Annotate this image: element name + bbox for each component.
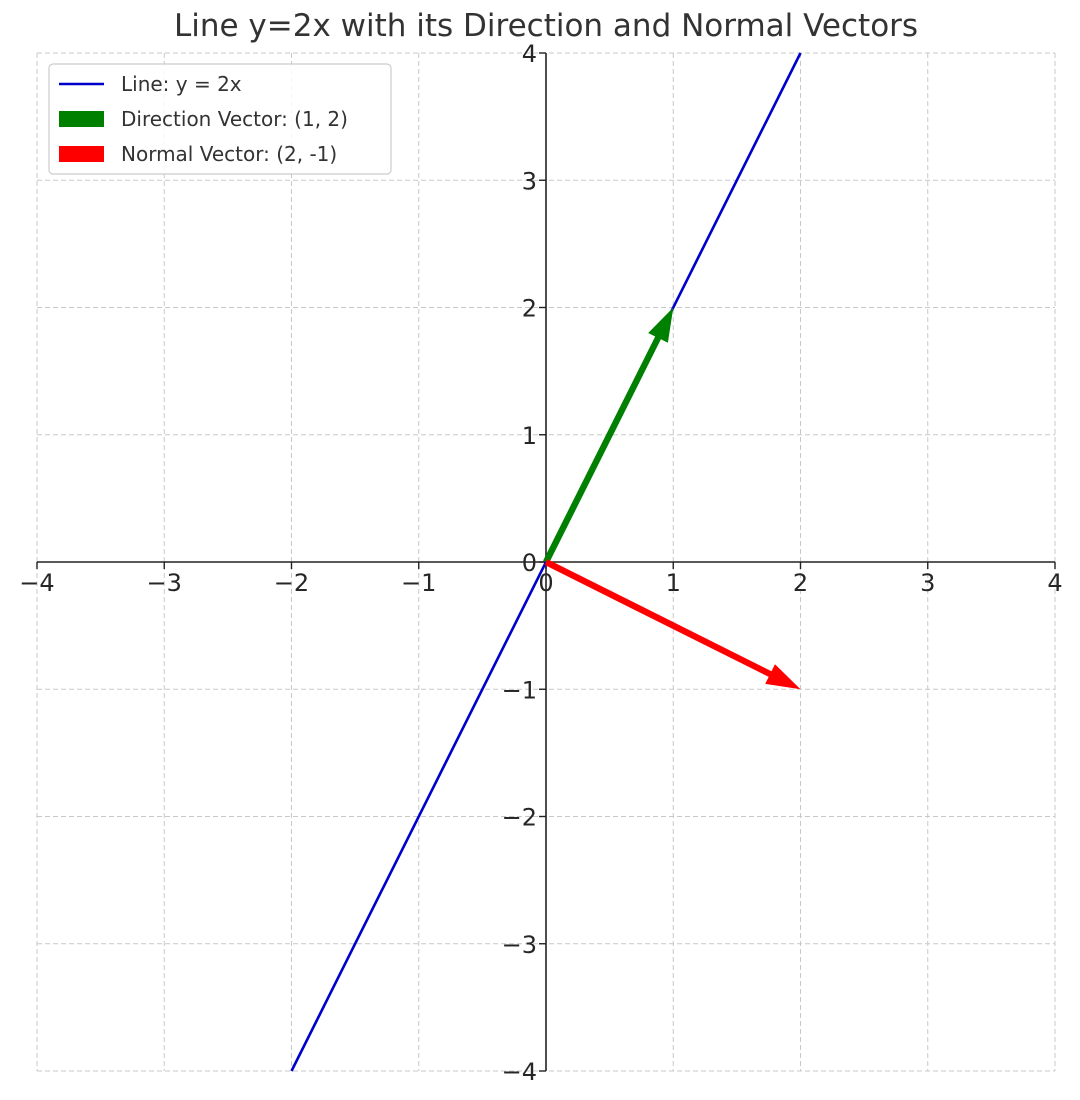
x-tick-label: −1 <box>401 569 436 597</box>
legend-label: Normal Vector: (2, -1) <box>121 142 337 166</box>
x-tick-label: 0 <box>538 569 553 597</box>
y-tick-label: 0 <box>522 549 537 577</box>
y-tick-label: −1 <box>502 676 537 704</box>
x-tick-label: 3 <box>920 569 935 597</box>
y-tick-label: 3 <box>522 167 537 195</box>
y-tick-label: 1 <box>522 422 537 450</box>
legend-box <box>48 63 392 175</box>
x-tick-label: 1 <box>666 569 681 597</box>
x-tick-label: 4 <box>1047 569 1062 597</box>
legend-swatch-patch <box>59 111 104 127</box>
legend-swatch-patch <box>59 146 104 162</box>
vector-arrow <box>544 559 801 690</box>
x-tick-label: −3 <box>147 569 182 597</box>
y-tick-label: −4 <box>502 1058 537 1086</box>
y-tick-label: 4 <box>522 40 537 68</box>
x-tick-label: −4 <box>19 569 54 597</box>
tick-labels: −4 −3 −2 −1 0 1 2 3 4 −4 −3 −2 −1 0 1 2 3 4 <box>19 40 1062 1086</box>
y-tick-label: −2 <box>502 804 537 832</box>
y-tick-label: 2 <box>522 295 537 323</box>
legend-label: Direction Vector: (1, 2) <box>121 107 348 131</box>
series <box>290 52 802 1072</box>
x-tick-label: −2 <box>274 569 309 597</box>
legend: Line: y = 2x Direction Vector: (1, 2) Norm… <box>48 63 392 175</box>
x-tick-label: 2 <box>793 569 808 597</box>
vector-arrow <box>543 307 674 564</box>
chart-title: Line y=2x with its Direction and Normal … <box>173 8 919 44</box>
legend-label: Line: y = 2x <box>121 72 242 96</box>
y-tick-label: −3 <box>502 931 537 959</box>
